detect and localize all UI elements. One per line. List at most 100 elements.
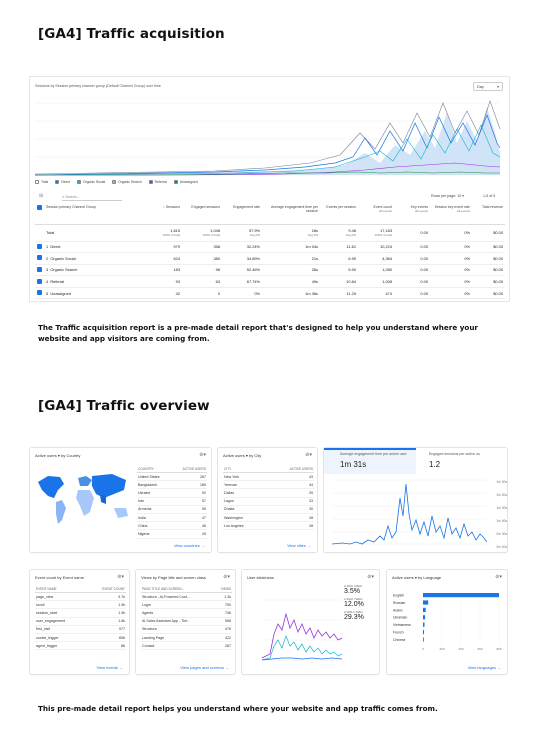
row-checkbox[interactable] [35,287,44,300]
pager[interactable]: 1-5 of 5 [483,194,495,198]
table-row[interactable]: Los Angeles 28 [223,521,314,531]
row-checkbox[interactable] [35,275,44,288]
total-row: Total 1,815 100% of total 1,048 100% of to… [35,224,505,242]
table-row[interactable]: user_engagement 1.8k [35,617,126,626]
card-menu-icon[interactable]: ⊘▾ [367,574,374,580]
row-value: 44 [264,480,314,490]
table-row[interactable]: Structura - AI-Powered Cust... 1.3k [141,592,232,602]
table-row[interactable]: scroll 1.9k [35,600,126,610]
legend-item[interactable]: Organic Social [77,180,105,184]
row-value: 9.7k [85,592,126,602]
search-input[interactable]: ⌕ Search... [62,194,122,201]
search-icon: ⌕ [62,194,65,199]
row-checkbox[interactable] [35,241,44,254]
card-menu-icon[interactable]: ⊘▾ [305,452,312,458]
col-header[interactable]: Average engagement time per session [262,204,320,225]
table-row[interactable]: 3 Organic Search 183 96 52.46% 26s 5.90 1,080 0… [35,264,505,277]
legend-item[interactable]: Total [35,180,48,184]
table-row[interactable]: United States 267 [137,472,207,482]
language-bar[interactable] [423,622,425,627]
table-row[interactable]: 5 Unassigned 42 0 0% 1m 36s 11.29 474 0.00 0% $0.… [35,287,505,300]
language-label: Vietnamese [393,623,411,627]
table-row[interactable]: Structura 476 [141,625,232,634]
language-bar[interactable] [423,600,429,605]
col-header[interactable]: ↓ Sessions [142,204,182,225]
col-header[interactable]: Session primary Channel Group [44,204,142,225]
table-row[interactable]: 2 Organic Social 624 380 34.89% 21s 6.99 4,364… [35,252,505,265]
legend-item[interactable]: Referral [148,180,167,184]
legend-item[interactable]: Direct [55,180,70,184]
col-header[interactable]: Events per session [320,204,358,225]
row-checkbox[interactable] [35,264,44,277]
table-row[interactable]: India 47 [137,513,207,523]
view-events-link[interactable]: View events → [96,665,123,670]
table-row[interactable]: 1 Direct 979 358 32.24% 1m 04s 11.61 10,224 0.0… [35,241,505,254]
row-name: India [137,513,171,523]
table-row[interactable]: New York 43 [223,472,314,482]
view-countries-link[interactable]: View countries → [173,543,205,548]
col-header[interactable]: Total revenue [472,204,505,225]
table-row[interactable]: Bangladesh 185 [137,480,207,490]
table-row[interactable]: Contact 287 [141,641,232,651]
col-header[interactable]: Engagement rate [222,204,262,225]
card-menu-icon[interactable]: ⊘▾ [223,574,230,580]
table-row[interactable]: Iran 57 [137,497,207,506]
language-bar[interactable] [423,637,424,642]
table-row[interactable]: China 46 [137,521,207,531]
metric-tab-active[interactable]: Average engagement time per active user … [324,448,416,474]
stickiness-metrics: ● DAU / MAU 3.5% ● DAU / WAU 12.0% ● WAU… [344,584,378,621]
total-cell: 1,048 100% of total [182,224,222,242]
table-row[interactable]: page_view 9.7k [35,592,126,602]
table-row[interactable]: Dallas 39 [223,488,314,498]
col-header[interactable]: Key events All events [394,204,430,225]
table-row[interactable]: Landing Page 422 [141,633,232,643]
view-languages-link[interactable]: View languages → [467,665,501,670]
table-row[interactable]: first_visit 977 [35,625,126,634]
view-pages-link[interactable]: View pages and screens → [180,665,229,670]
col-header[interactable]: Event count All events [358,204,394,225]
card-title[interactable]: Active users ▾ by City [223,453,262,458]
legend-item[interactable]: Unassigned [173,180,198,184]
language-bar[interactable] [423,630,425,635]
row-cell: 380 [182,252,222,265]
country-table: COUNTRY ACTIVE USERS United States 267 Bang… [137,466,207,539]
col-header[interactable]: Session key event rate All events [430,204,472,225]
view-cities-link[interactable]: View cities → [287,543,311,548]
table-row[interactable]: Armenia 55 [137,505,207,514]
row-value: 33 [264,497,314,506]
card-title[interactable]: Active users ▾ by Language [392,575,442,580]
table-row[interactable]: Washington 28 [223,513,314,523]
table-row[interactable]: session_start 1.9k [35,608,126,618]
row-value: 55 [170,505,207,514]
language-bar[interactable] [423,615,426,620]
row-cell: 52.46% [222,264,262,277]
period-select[interactable]: Day ▾ [473,82,503,91]
row-checkbox[interactable] [35,252,44,265]
card-menu-icon[interactable]: ⊘▾ [495,574,502,580]
col-header[interactable]: Engaged sessions [182,204,222,225]
select-all-checkbox[interactable] [35,204,44,225]
card-menu-icon[interactable]: ⊘▾ [117,574,124,580]
row-name: user_engagement [35,617,86,626]
y-tick: 1m 30s [496,505,507,510]
table-row[interactable]: Lagos 33 [223,497,314,506]
table-row[interactable]: Yerevan 44 [223,480,314,490]
metric-tab-inactive[interactable]: Engaged sessions per active us 1.2 [427,448,507,474]
card-menu-icon[interactable]: ⊘▾ [199,452,206,458]
table-row[interactable]: Login 750 [141,600,232,610]
filter-icon[interactable]: ⊞ [39,193,44,199]
table-row[interactable]: cookie_trigger 656 [35,633,126,643]
rows-per-page[interactable]: Rows per page: 10 ▾ [431,194,464,198]
table-row[interactable]: Ukraine 92 [137,488,207,498]
table-row[interactable]: agent_trigger 86 [35,641,126,651]
table-row[interactable]: Nigeria 45 [137,529,207,539]
table-row[interactable]: Agents 746 [141,608,232,618]
table-row[interactable]: 4 Referral 93 63 67.74% 49s 10.84 1,008 0.00 0% $… [35,275,505,288]
language-bar[interactable] [423,607,426,612]
language-bar[interactable] [423,593,499,598]
table-row[interactable]: Dhaka 30 [223,505,314,514]
row-cell: 0 [182,287,222,300]
card-title[interactable]: Active users ▾ by Country [35,453,81,458]
legend-item[interactable]: Organic Search [112,180,142,184]
table-row[interactable]: AI Sales Assistant App - The... 558 [141,617,232,626]
